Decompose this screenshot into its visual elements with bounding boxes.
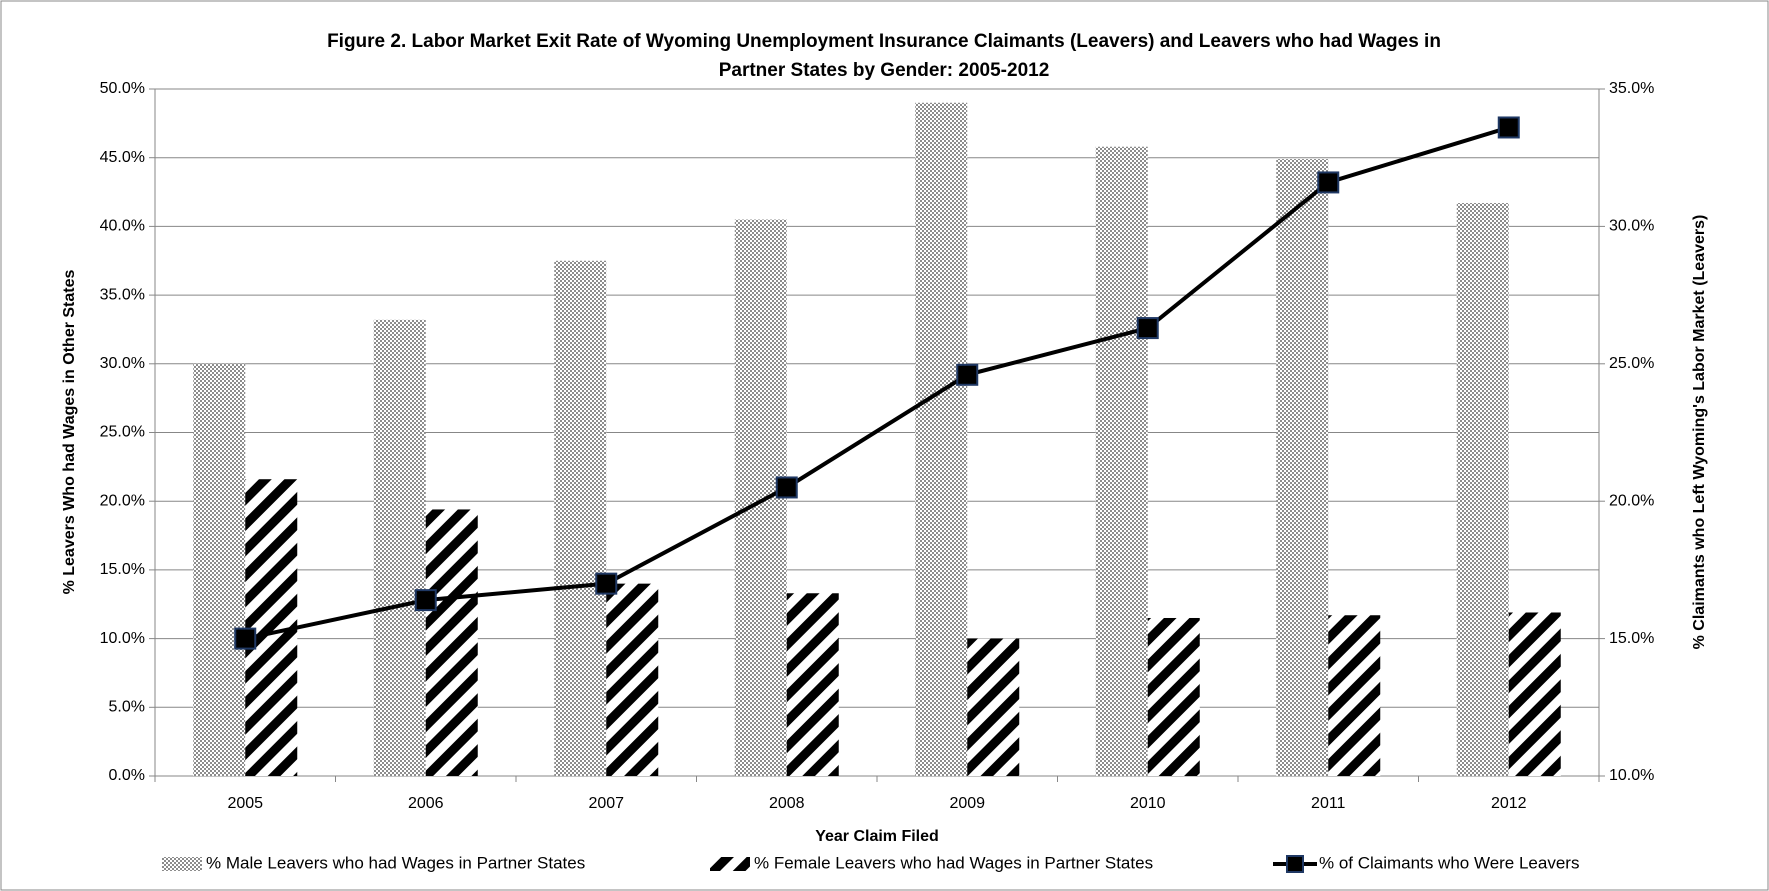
y2-tick-label: 30.0% — [1609, 218, 1654, 235]
y-tick-label: 45.0% — [100, 149, 145, 166]
bar — [1456, 203, 1509, 777]
bar — [1147, 617, 1200, 776]
marker — [1497, 116, 1520, 139]
bar — [606, 583, 659, 776]
y2-tick-label: 25.0% — [1609, 355, 1654, 372]
legend-label: % of Claimants who Were Leavers — [1319, 853, 1579, 872]
marker — [1136, 317, 1159, 340]
y2-tick-label: 15.0% — [1609, 630, 1654, 647]
marker — [595, 572, 618, 595]
y-tick-label: 40.0% — [100, 218, 145, 235]
bar — [554, 260, 607, 776]
y-tick-label: 35.0% — [100, 286, 145, 303]
bar — [193, 363, 246, 776]
y2-tick-label: 10.0% — [1609, 767, 1654, 784]
legend-swatch — [710, 857, 750, 871]
chart-title: Partner States by Gender: 2005-2012 — [719, 60, 1050, 81]
x-tick-label: 2010 — [1130, 795, 1166, 812]
y-tick-label: 5.0% — [109, 699, 145, 716]
legend-swatch — [1286, 855, 1304, 873]
y2-axis-label: % Claimants who Left Wyoming's Labor Mar… — [1691, 215, 1708, 650]
marker — [234, 627, 257, 650]
x-axis-label: Year Claim Filed — [815, 828, 939, 845]
legend-label: % Female Leavers who had Wages in Partne… — [754, 853, 1153, 872]
bar — [915, 102, 968, 777]
marker — [414, 589, 437, 612]
x-tick-label: 2006 — [408, 795, 444, 812]
x-tick-label: 2011 — [1311, 795, 1346, 812]
legend-swatch — [162, 857, 202, 871]
x-tick-label: 2007 — [588, 795, 624, 812]
bar — [1508, 612, 1561, 776]
bar — [1328, 615, 1381, 776]
y-tick-label: 15.0% — [100, 561, 145, 578]
line — [244, 125, 1510, 641]
bar — [373, 319, 426, 776]
legend-label: % Male Leavers who had Wages in Partner … — [206, 853, 585, 872]
y-tick-label: 50.0% — [100, 80, 145, 97]
y2-tick-label: 20.0% — [1609, 492, 1654, 509]
bar — [425, 509, 478, 776]
x-tick-label: 2008 — [769, 795, 805, 812]
marker — [1317, 171, 1340, 194]
y2-tick-label: 35.0% — [1609, 80, 1654, 97]
marker — [956, 363, 979, 386]
y-tick-label: 10.0% — [100, 630, 145, 647]
y-tick-label: 30.0% — [100, 355, 145, 372]
y-tick-label: 25.0% — [100, 424, 145, 441]
chart-title: Figure 2. Labor Market Exit Rate of Wyom… — [327, 31, 1441, 52]
y-tick-label: 20.0% — [100, 492, 145, 509]
bar — [1276, 159, 1329, 777]
x-tick-label: 2005 — [227, 795, 263, 812]
x-tick-label: 2012 — [1491, 795, 1527, 812]
bar — [967, 638, 1020, 776]
x-tick-label: 2009 — [949, 795, 985, 812]
y-axis-label: % Leavers Who had Wages in Other States — [61, 269, 78, 594]
y-tick-label: 0.0% — [109, 767, 145, 784]
bar — [786, 593, 839, 776]
bar — [1095, 146, 1148, 776]
marker — [775, 476, 798, 499]
